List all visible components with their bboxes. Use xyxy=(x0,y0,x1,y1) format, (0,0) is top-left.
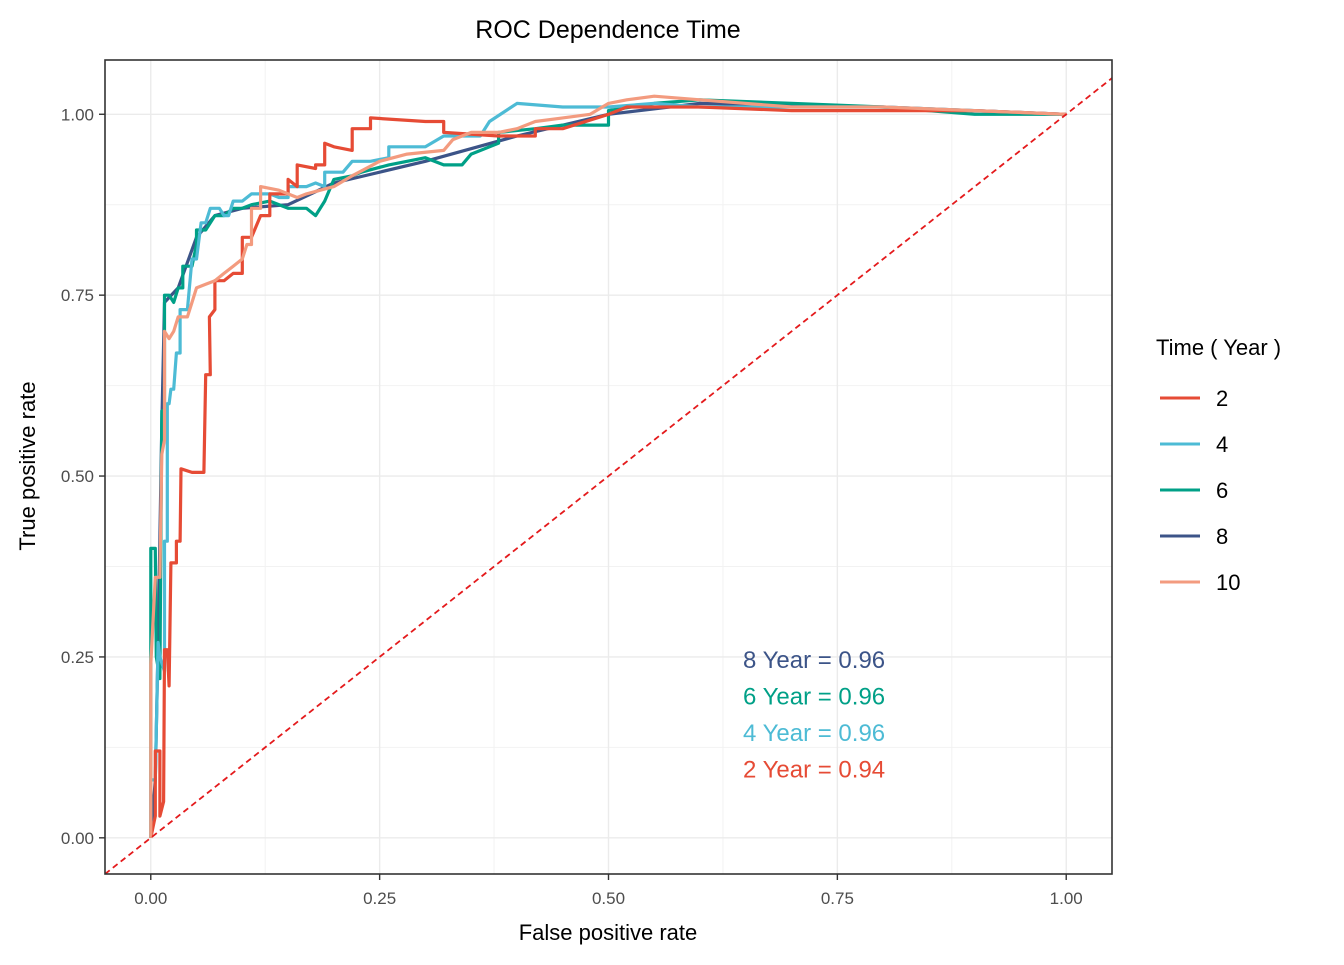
legend-title: Time ( Year ) xyxy=(1156,335,1281,360)
roc-line-10-year xyxy=(149,94,1067,838)
y-tick-label: 0.25 xyxy=(61,648,94,667)
plot-panel: 8 Year = 0.96 6 Year = 0.96 4 Year = 0.96 2… xyxy=(61,59,1113,908)
legend: Time ( Year ) 2 4 6 8 10 xyxy=(1156,335,1281,595)
roc-line-2-year xyxy=(149,105,1067,839)
y-tick-label: 1.00 xyxy=(61,105,94,124)
reference-diagonal xyxy=(105,77,1112,874)
x-tick-label: 0.25 xyxy=(363,889,396,908)
x-axis-title: False positive rate xyxy=(519,920,698,945)
x-tick-label: 0.50 xyxy=(592,889,625,908)
roc-line-4-year xyxy=(149,101,1067,838)
legend-label-10: 10 xyxy=(1216,570,1240,595)
y-tick-label: 0.00 xyxy=(61,829,94,848)
x-tick-label: 1.00 xyxy=(1050,889,1083,908)
legend-label-4: 4 xyxy=(1216,432,1228,457)
legend-label-8: 8 xyxy=(1216,524,1228,549)
y-tick-label: 0.75 xyxy=(61,286,94,305)
auc-annotation: 2 Year = 0.94 xyxy=(743,757,885,784)
legend-label-6: 6 xyxy=(1216,478,1228,503)
y-tick-label: 0.50 xyxy=(61,467,94,486)
y-axis-title: True positive rate xyxy=(15,381,40,550)
chart-title: ROC Dependence Time xyxy=(475,16,740,44)
auc-annotation: 8 Year = 0.96 xyxy=(743,647,885,674)
x-tick-label: 0.75 xyxy=(821,889,854,908)
auc-annotation: 4 Year = 0.96 xyxy=(743,720,885,747)
legend-label-2: 2 xyxy=(1216,386,1228,411)
auc-annotation: 6 Year = 0.96 xyxy=(743,684,885,711)
x-tick-label: 0.00 xyxy=(134,889,167,908)
